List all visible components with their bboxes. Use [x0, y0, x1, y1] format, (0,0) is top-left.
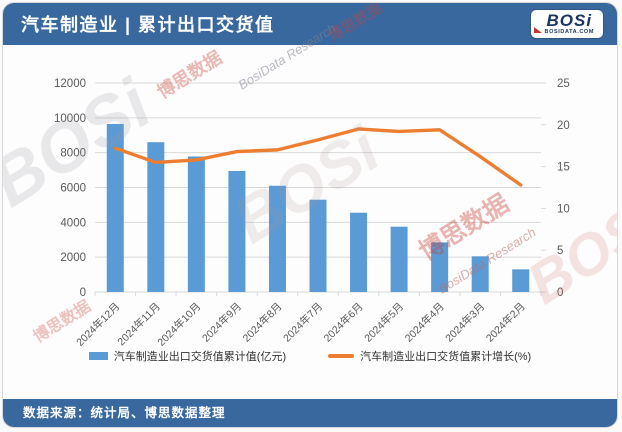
x-axis-category-label: 2024年4月	[402, 300, 447, 345]
bar	[147, 142, 165, 292]
x-axis-category-label: 2024年9月	[199, 300, 244, 345]
bar	[268, 185, 286, 292]
line-series-label: 汽车制造业出口交货值累计增长(%)	[360, 351, 532, 363]
right-axis-tick-label: 20	[557, 120, 570, 132]
footer-bar: 数据来源：统计局、博思数据整理	[3, 399, 617, 427]
x-axis-category-label: 2024年12月	[74, 300, 123, 349]
growth-line	[113, 127, 523, 187]
x-axis-category-label: 2024年10月	[155, 300, 204, 349]
right-axis-tick-label: 5	[557, 245, 563, 257]
bar	[350, 212, 368, 292]
left-axis-tick-label: 0	[80, 287, 86, 299]
left-axis-tick-label: 8000	[60, 148, 86, 160]
bar	[431, 242, 449, 292]
logo-triangle-icon	[533, 27, 542, 34]
x-axis-category-label: 2024年5月	[362, 300, 407, 345]
right-axis-tick-label: 25	[557, 78, 570, 90]
bar	[512, 269, 530, 292]
left-axis-tick-label: 4000	[60, 217, 86, 229]
bar-series-label: 汽车制造业出口交货值累计值(亿元)	[113, 351, 287, 363]
header-bar: 汽车制造业 | 累计出口交货值 BOSi BOSIDATA.COM	[3, 3, 617, 45]
logo-subtext: BOSIDATA.COM	[544, 28, 594, 35]
x-axis-category-label: 2024年2月	[483, 300, 528, 345]
brand-logo: BOSi BOSIDATA.COM	[530, 9, 603, 39]
right-axis-tick-label: 10	[557, 203, 570, 215]
logo-text: BOSi	[546, 10, 593, 30]
legend-item-line-series: 汽车制造业出口交货值累计增长(%)	[328, 348, 531, 364]
x-axis-category-label: 2024年6月	[321, 300, 366, 345]
x-axis-category-label: 2024年7月	[280, 300, 325, 345]
bar	[106, 123, 124, 292]
left-axis-tick-label: 12000	[54, 78, 86, 90]
left-axis-tick-label: 6000	[60, 183, 86, 195]
data-source-note: 数据来源：统计局、博思数据整理	[23, 406, 226, 420]
chart-area: 0 2000 4000 6000 8000 10000 12000 0 5 10 15 20 25 202…	[3, 45, 617, 399]
chart-card: 汽车制造业 | 累计出口交货值 BOSi BOSIDATA.COM 0 2000 4…	[2, 2, 618, 428]
line-series-swatch	[328, 354, 355, 358]
left-axis-tick-label: 10000	[54, 113, 86, 125]
bar	[187, 156, 205, 292]
right-axis-tick-label: 15	[557, 162, 570, 174]
bar	[471, 256, 489, 292]
bar	[309, 199, 327, 292]
legend: 汽车制造业出口交货值累计值(亿元) 汽车制造业出口交货值累计增长(%)	[3, 348, 617, 364]
right-axis-tick-label: 0	[557, 287, 563, 299]
bar-series-swatch	[88, 352, 108, 360]
combo-chart: 0 2000 4000 6000 8000 10000 12000 0 5 10 15 20 25 202…	[54, 78, 570, 349]
x-axis-category-label: 2024年8月	[240, 300, 285, 345]
bar	[390, 226, 408, 292]
page-title: 汽车制造业 | 累计出口交货值	[21, 15, 275, 35]
left-axis-tick-label: 2000	[60, 252, 86, 264]
bar	[228, 170, 246, 292]
x-axis-category-label: 2024年3月	[443, 300, 488, 345]
legend-item-bar-series: 汽车制造业出口交货值累计值(亿元)	[88, 348, 287, 364]
